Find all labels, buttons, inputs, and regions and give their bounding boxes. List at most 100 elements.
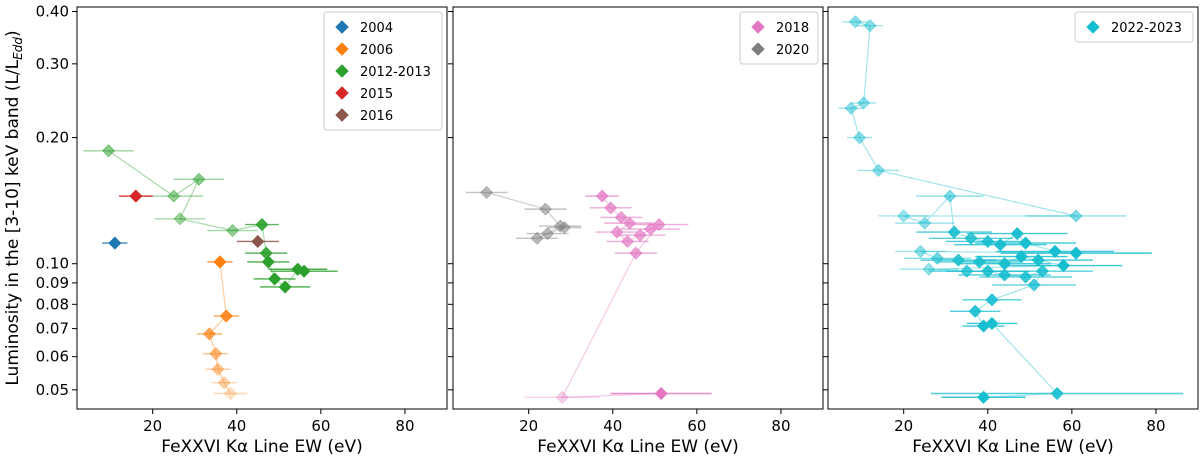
point-2006-0 xyxy=(213,255,227,269)
point-2022-2023-3 xyxy=(844,101,858,115)
point-2022-2023-7 xyxy=(897,209,911,223)
point-2022-2023-30 xyxy=(1019,270,1033,284)
point-2012-2013-5 xyxy=(255,218,269,232)
point-2022-2023-19 xyxy=(930,251,944,265)
xtick-label-80: 80 xyxy=(771,417,790,435)
point-2022-2023-15 xyxy=(1019,236,1033,250)
ytick-label-2: 0.07 xyxy=(36,320,69,338)
point-2012-2013-7 xyxy=(261,255,275,269)
xtick-label-60: 60 xyxy=(311,417,330,435)
point-2018-4 xyxy=(610,225,624,239)
point-2022-2023-11 xyxy=(964,231,978,245)
panel-1-legend-box xyxy=(323,11,443,131)
point-2018-7 xyxy=(644,222,658,236)
point-2022-2023-34 xyxy=(968,304,982,318)
point-2022-2023-8 xyxy=(918,216,932,230)
point-2006-2 xyxy=(202,327,217,341)
point-2022-2023-2 xyxy=(857,96,871,110)
ytick-label-1: 0.06 xyxy=(36,348,69,366)
point-2022-2023-24 xyxy=(1031,253,1045,267)
ytick-label-8: 0.40 xyxy=(36,2,69,20)
point-2012-2013-8 xyxy=(268,272,282,286)
point-2022-2023-6 xyxy=(1069,209,1083,223)
panel-1-xticks: 20 40 60 80 xyxy=(143,409,415,435)
panel-3-legend-box xyxy=(1074,11,1194,43)
panel-2-legend: 2018 2020 xyxy=(739,11,819,65)
point-2022-2023-32 xyxy=(1027,278,1041,292)
panel-1-markers xyxy=(101,144,311,401)
point-2022-2023-16 xyxy=(1048,244,1062,258)
legend-marker-2022-2023 xyxy=(1086,20,1100,34)
ytick-label-4: 0.09 xyxy=(36,274,69,292)
point-2022-2023-29 xyxy=(998,268,1012,282)
point-2022-2023-1 xyxy=(863,19,877,33)
point-2006-4 xyxy=(211,362,225,376)
xtick-label-60: 60 xyxy=(1062,417,1081,435)
point-2018-2 xyxy=(614,210,628,224)
x-axis-label-3: FeXXVI Kα Line EW (eV) xyxy=(912,437,1114,457)
legend-label-2022-2023: 2022-2023 xyxy=(1111,21,1182,36)
point-2012-2013-4 xyxy=(226,223,240,238)
point-2006-6 xyxy=(223,386,238,401)
panel-2: 20 40 60 80 2018 2020 xyxy=(448,6,824,435)
ytick-label-7: 0.30 xyxy=(36,55,69,73)
legend-label-2015: 2015 xyxy=(360,87,393,102)
point-2012-2013-3 xyxy=(173,212,187,226)
point-2018-1 xyxy=(604,201,618,215)
xtick-label-60: 60 xyxy=(687,417,706,435)
point-2012-2013-0 xyxy=(101,144,116,158)
point-2004-0 xyxy=(108,236,122,250)
point-2006-3 xyxy=(209,347,223,361)
point-2022-2023-0 xyxy=(848,15,862,29)
point-2022-2023-18 xyxy=(913,244,928,258)
point-2022-2023-13 xyxy=(993,238,1007,252)
point-2018-11 xyxy=(654,386,668,401)
point-2018-0 xyxy=(595,189,609,203)
point-2022-2023-5 xyxy=(871,163,886,177)
panel-3-frame xyxy=(827,6,1199,410)
xtick-label-40: 40 xyxy=(978,417,997,435)
point-2020-1 xyxy=(538,202,553,216)
legend-label-2004: 2004 xyxy=(360,21,393,36)
point-2018-9 xyxy=(629,246,643,260)
y-axis-label-main: Luminosity in the [3-10] keV band (L/L xyxy=(3,59,23,385)
point-2022-2023-31 xyxy=(1035,264,1049,278)
point-2022-2023-9 xyxy=(943,189,957,203)
point-2018-3 xyxy=(623,216,637,230)
panel-2-yticks xyxy=(448,10,453,391)
point-2006-5 xyxy=(217,376,231,390)
point-2022-2023-26 xyxy=(922,262,936,276)
point-2022-2023-27 xyxy=(960,264,974,278)
point-2015-0 xyxy=(129,189,143,203)
point-2022-2023-25 xyxy=(1056,258,1071,273)
legend-label-2012-2013: 2012-2013 xyxy=(360,65,431,80)
point-2018-8 xyxy=(652,218,666,232)
legend-marker-2006 xyxy=(335,42,349,56)
point-2022-2023-28 xyxy=(981,264,995,278)
point-2022-2023-33 xyxy=(985,293,999,307)
point-2022-2023-21 xyxy=(972,255,986,269)
legend-marker-2015 xyxy=(335,86,349,100)
legend-label-2018: 2018 xyxy=(776,21,809,36)
x-axis-label-1: FeXXVI Kα Line EW (eV) xyxy=(161,437,363,457)
panel-2-frame xyxy=(452,6,824,410)
panel-2-xticks: 20 40 60 80 xyxy=(519,409,791,435)
x-axis-label-2: FeXXVI Kα Line EW (eV) xyxy=(537,437,739,457)
y-axis-label-close: ) xyxy=(3,30,23,37)
panel-2-markers xyxy=(480,185,668,404)
panel-3-xticks: 20 40 60 80 xyxy=(894,409,1166,435)
panel-3-legend: 2022-2023 xyxy=(1074,11,1194,43)
panel-3: 20 40 60 80 2022-2023 xyxy=(823,6,1199,435)
point-2022-2023-20 xyxy=(951,253,965,267)
point-2020-0 xyxy=(480,185,494,199)
y-axis-label-sub: Edd xyxy=(11,37,25,60)
point-2022-2023-14 xyxy=(1010,227,1024,241)
point-2022-2023-12 xyxy=(981,234,995,249)
xtick-label-20: 20 xyxy=(894,417,913,435)
xtick-label-20: 20 xyxy=(143,417,162,435)
point-2012-2013-9 xyxy=(278,280,292,294)
point-2020-3 xyxy=(541,227,555,241)
xtick-label-20: 20 xyxy=(519,417,538,435)
xtick-label-40: 40 xyxy=(603,417,622,435)
